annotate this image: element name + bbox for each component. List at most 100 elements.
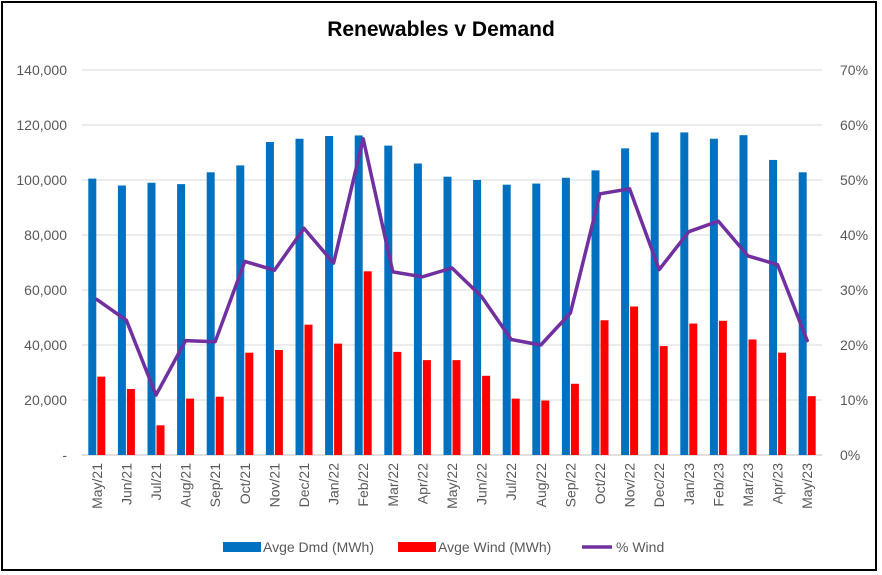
x-axis-tick-label: Apr/23 [770, 463, 786, 504]
demand-bars [88, 132, 807, 456]
x-axis-tick-label: Sep/22 [562, 463, 578, 508]
wind-bar [807, 396, 816, 455]
x-axis-tick-label: Dec/21 [296, 463, 312, 508]
x-axis-tick-label: Nov/22 [622, 463, 638, 508]
legend-label: Avge Wind (MWh) [438, 539, 551, 555]
wind-percent-line [95, 137, 809, 397]
demand-bar [325, 136, 334, 455]
wind-bar [422, 360, 431, 455]
wind-bar [304, 324, 313, 455]
wind-bar [245, 352, 254, 455]
left-axis-tick-label: 80,000 [24, 227, 67, 243]
wind-bar [541, 400, 550, 455]
right-axis-tick-label: 50% [840, 172, 868, 188]
right-axis-tick-label: 20% [840, 337, 868, 353]
legend-swatch [223, 542, 261, 552]
x-axis-tick-label: Jun/22 [474, 463, 490, 505]
x-axis-tick-label: Apr/22 [414, 463, 430, 504]
wind-bar [97, 376, 106, 455]
x-axis-tick-label: Feb/22 [355, 463, 371, 507]
demand-bar [88, 178, 97, 455]
x-axis-tick-label: Aug/22 [533, 463, 549, 508]
wind-bar [363, 271, 372, 455]
left-axis-tick-label: 60,000 [24, 282, 67, 298]
demand-bar [739, 135, 748, 456]
right-axis-tick-label: 30% [840, 282, 868, 298]
wind-bar [689, 323, 698, 455]
legend-swatch [398, 542, 436, 552]
wind-bar [778, 352, 787, 455]
left-axis-tick-label: 140,000 [16, 62, 67, 78]
x-axis-tick-label: Jan/22 [326, 463, 342, 505]
wind-bar [630, 306, 639, 455]
wind-bar [274, 349, 283, 455]
legend-label: % Wind [616, 539, 664, 555]
x-axis-tick-label: Oct/22 [592, 463, 608, 504]
right-axis-tick-label: 60% [840, 117, 868, 133]
legend-label: Avge Dmd (MWh) [263, 539, 374, 555]
left-axis-tick-label: 120,000 [16, 117, 67, 133]
wind-bars [97, 271, 816, 455]
demand-bar [206, 172, 215, 456]
right-axis-tick-label: 0% [840, 447, 860, 463]
wind-bar [186, 398, 195, 455]
right-axis-tick-label: 40% [840, 227, 868, 243]
demand-bar [591, 170, 600, 455]
legend: Avge Dmd (MWh) Avge Wind (MWh) % Wind [223, 539, 664, 555]
demand-bar [621, 148, 630, 455]
wind-bar [511, 398, 520, 455]
x-axis-tick-label: Mar/23 [740, 463, 756, 507]
x-axis-tick-label: May/21 [89, 463, 105, 509]
wind-bar [452, 360, 461, 455]
demand-bar [413, 163, 422, 455]
demand-bar [798, 172, 807, 456]
wind-bar [659, 346, 668, 455]
gridlines [82, 69, 822, 456]
wind-bar [600, 320, 609, 455]
x-axis-tick-label: May/23 [799, 463, 815, 509]
x-axis-tick-label: Jan/23 [681, 463, 697, 505]
demand-bar [443, 176, 452, 455]
x-axis-tick-label: May/22 [444, 463, 460, 509]
demand-bar [236, 165, 245, 456]
demand-bar [502, 184, 511, 456]
wind-bar [570, 383, 579, 455]
wind-bar [156, 425, 165, 455]
x-axis-tick-label: Nov/21 [266, 463, 282, 508]
demand-bar [650, 132, 659, 456]
wind-percent-line-path [95, 137, 809, 397]
left-axis-tick-label: 100,000 [16, 172, 67, 188]
x-axis-tick-label: Jul/22 [503, 463, 519, 501]
x-axis-tick-label: Dec/22 [651, 463, 667, 508]
x-axis-tick-label: Aug/21 [178, 463, 194, 508]
wind-bar [334, 343, 343, 455]
chart-title: Renewables v Demand [327, 18, 555, 41]
right-axis-tick-labels: 0% 10% 20% 30% 40% 50% 60% 70% [840, 62, 868, 463]
demand-bar [709, 138, 718, 455]
demand-bar [265, 142, 274, 456]
demand-bar [354, 135, 363, 455]
x-axis-tick-label: Mar/22 [385, 463, 401, 507]
wind-bar [126, 389, 135, 455]
x-axis-tick-label: Sep/21 [207, 463, 223, 508]
right-axis-tick-label: 10% [840, 392, 868, 408]
wind-bar [718, 320, 727, 455]
left-axis-tick-label: - [62, 447, 67, 463]
wind-bar [393, 351, 402, 455]
wind-bar [482, 375, 491, 455]
x-axis-tick-label: Feb/23 [710, 463, 726, 507]
wind-bar [748, 339, 757, 455]
demand-bar [532, 183, 541, 455]
x-axis-tick-labels: May/21 Jun/21 Jul/21 Aug/21 Sep/21 Oct/21 Nov/… [89, 463, 815, 509]
x-axis-tick-label: Jul/21 [148, 463, 164, 501]
wind-bar [215, 396, 224, 455]
x-axis-tick-label: Jun/21 [118, 463, 134, 505]
demand-bar [769, 159, 778, 456]
demand-bar [384, 145, 393, 455]
demand-bar [295, 138, 304, 455]
demand-bar [177, 184, 186, 455]
demand-bar [473, 180, 482, 455]
x-axis-tick-label: Oct/21 [237, 463, 253, 504]
